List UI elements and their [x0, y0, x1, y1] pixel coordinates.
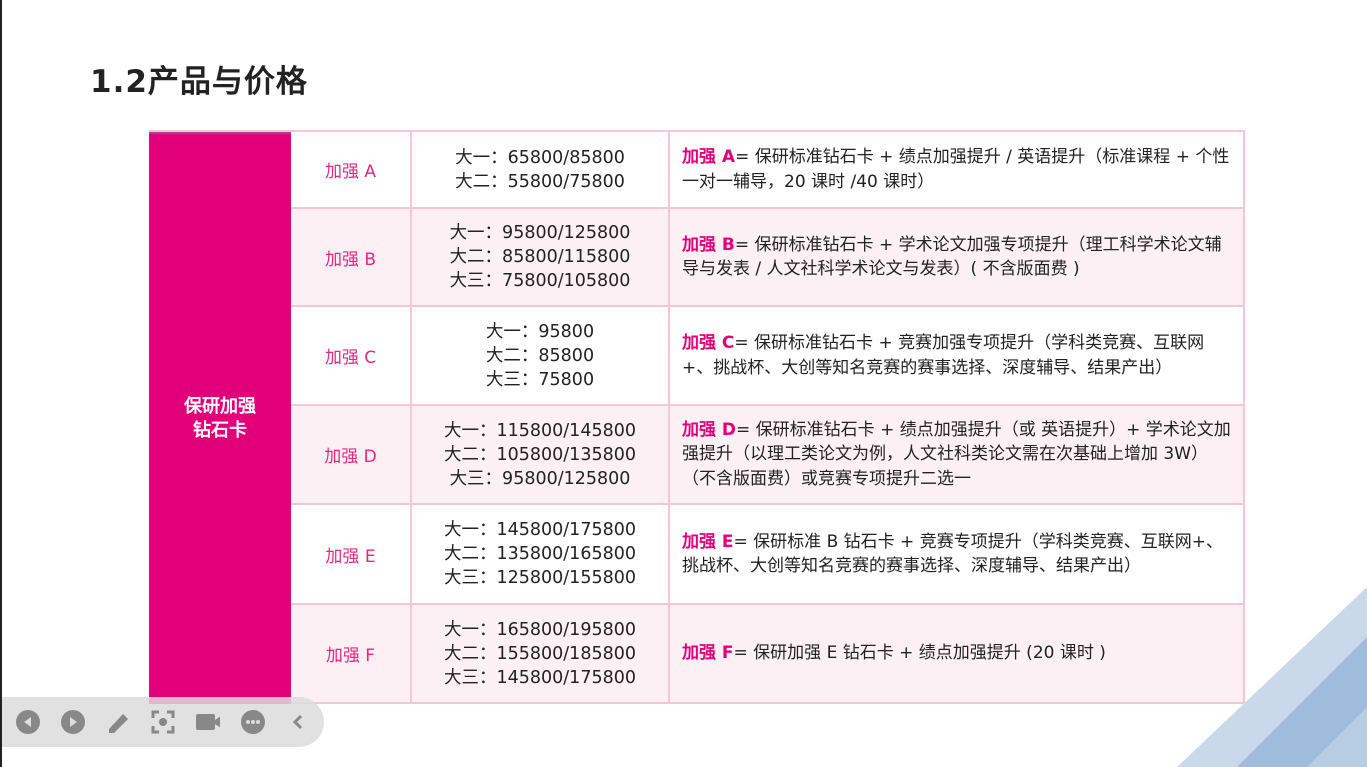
price-line: 大三：75800/105800	[449, 271, 631, 291]
description-text: = 保研标准钻石卡 + 学术论文加强专项提升（理工科学术论文辅导与发表 / 人文…	[682, 234, 1222, 280]
description-cell: 加强 C= 保研标准钻石卡 + 竞赛加强专项提升（学科类竞赛、互联网+、挑战杯、…	[670, 307, 1243, 404]
page-title: 1.2产品与价格	[90, 64, 308, 100]
price-cell: 大一：95800/125800 大二：85800/115800 大三：75800/1…	[412, 209, 670, 305]
product-name: 加强 A	[291, 132, 412, 207]
description-key: 加强 C	[682, 333, 735, 353]
description-cell: 加强 F= 保研加强 E 钻石卡 + 绩点加强提升 (20 课时 )	[670, 605, 1243, 702]
price-line: 大二：135800/165800	[443, 544, 636, 564]
price-line: 大二：105800/135800	[443, 444, 636, 465]
price-cell: 大一：65800/85800 大二：55800/75800	[412, 132, 670, 207]
price-line: 大一：165800/195800	[443, 619, 636, 640]
corner-decoration	[1177, 587, 1367, 767]
product-name: 加强 E	[291, 505, 412, 603]
description-text: = 保研标准钻石卡 + 绩点加强提升（或 英语提升）+ 学术论文加强提升（以理工…	[682, 419, 1231, 489]
product-name: 加强 C	[291, 307, 412, 404]
camera-icon[interactable]	[196, 710, 220, 734]
price-line: 大二：85800	[485, 345, 595, 366]
price-table: 保研加强 钻石卡 加强 A 大一：65800/85800 大二：55800/758…	[149, 130, 1245, 704]
description-text: = 保研标准钻石卡 + 竞赛加强专项提升（学科类竞赛、互联网+、挑战杯、大创等知…	[682, 333, 1205, 378]
product-name: 加强 F	[291, 605, 412, 702]
prev-icon[interactable]	[16, 710, 40, 734]
more-icon[interactable]	[241, 710, 265, 734]
table-row: 加强 D 大一：115800/145800 大二：105800/135800 大三：…	[291, 406, 1245, 505]
table-row: 加强 F 大一：165800/195800 大二：155800/185800 大三：…	[291, 605, 1245, 704]
description-text: = 保研加强 E 钻石卡 + 绩点加强提升 (20 课时 )	[733, 643, 1106, 664]
description-text: = 保研标准 B 钻石卡 + 竞赛专项提升（学科类竞赛、互联网+、挑战杯、大创等…	[682, 531, 1223, 577]
category-cell: 保研加强 钻石卡	[149, 132, 291, 704]
product-name: 加强 B	[291, 209, 412, 305]
price-line: 大一：95800/125800	[449, 223, 631, 243]
description-key: 加强 B	[682, 234, 735, 255]
description-key: 加强 E	[682, 531, 734, 552]
price-line: 大二：85800/115800	[449, 247, 631, 267]
price-line: 大二：55800/75800	[455, 171, 625, 192]
price-line: 大二：155800/185800	[443, 643, 636, 664]
description-cell: 加强 B= 保研标准钻石卡 + 学术论文加强专项提升（理工科学术论文辅导与发表 …	[670, 209, 1243, 305]
table-row: 加强 E 大一：145800/175800 大二：135800/165800 大三：…	[291, 505, 1245, 605]
description-key: 加强 D	[682, 419, 737, 440]
description-cell: 加强 D= 保研标准钻石卡 + 绩点加强提升（或 英语提升）+ 学术论文加强提升…	[670, 406, 1243, 503]
description-key: 加强 A	[682, 147, 736, 167]
description-text: = 保研标准钻石卡 + 绩点加强提升 / 英语提升（标准课程 + 个性一对一辅导…	[682, 147, 1230, 192]
price-line: 大一：65800/85800	[455, 147, 625, 168]
collapse-icon[interactable]	[286, 710, 310, 734]
table-row: 加强 A 大一：65800/85800 大二：55800/75800 加强 A= …	[291, 132, 1245, 209]
description-cell: 加强 A= 保研标准钻石卡 + 绩点加强提升 / 英语提升（标准课程 + 个性一…	[670, 132, 1243, 207]
presentation-toolbar	[2, 697, 324, 747]
next-icon[interactable]	[61, 710, 85, 734]
price-cell: 大一：115800/145800 大二：105800/135800 大三：95800…	[412, 406, 670, 503]
table-row: 加强 C 大一：95800 大二：85800 大三：75800 加强 C= 保研标准…	[291, 307, 1245, 406]
product-name: 加强 D	[291, 406, 412, 503]
description-key: 加强 F	[682, 643, 734, 664]
price-line: 大一：115800/145800	[443, 420, 636, 441]
price-line: 大三：95800/125800	[449, 468, 631, 489]
table-row: 加强 B 大一：95800/125800 大二：85800/115800 大三：75…	[291, 209, 1245, 307]
price-cell: 大一：145800/175800 大二：135800/165800 大三：12580…	[412, 505, 670, 603]
pen-icon[interactable]	[106, 710, 130, 734]
category-label: 保研加强 钻石卡	[184, 396, 256, 441]
price-line: 大三：125800/155800	[443, 568, 636, 588]
price-line: 大一：145800/175800	[443, 520, 636, 540]
screenshot-icon[interactable]	[151, 710, 175, 734]
price-line: 大三：75800	[485, 369, 595, 390]
price-line: 大三：145800/175800	[443, 667, 636, 688]
price-cell: 大一：165800/195800 大二：155800/185800 大三：14580…	[412, 605, 670, 702]
price-cell: 大一：95800 大二：85800 大三：75800	[412, 307, 670, 404]
description-cell: 加强 E= 保研标准 B 钻石卡 + 竞赛专项提升（学科类竞赛、互联网+、挑战杯…	[670, 505, 1243, 603]
price-line: 大一：95800	[485, 321, 595, 342]
